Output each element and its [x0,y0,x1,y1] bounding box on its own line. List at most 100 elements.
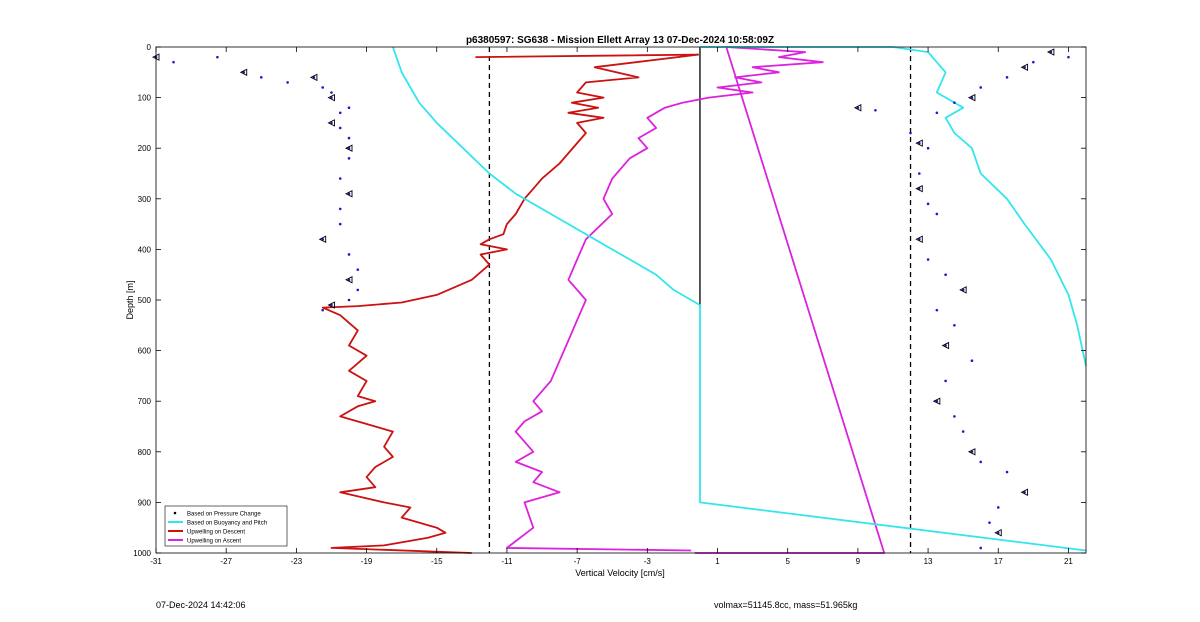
pressure-change-descent-point [347,136,351,140]
pressure-change-descent-point [172,60,175,64]
x-tick-label: 13 [924,557,933,566]
legend: Based on Pressure Change Based on Buoyanc… [164,505,288,547]
pressure-change-ascent-point [918,187,921,190]
pressure-change-descent-point [330,96,333,99]
pressure-change-ascent-point [944,273,947,277]
pressure-change-ascent-point [926,202,930,206]
pressure-change-descent-point [330,91,333,94]
pressure-change-ascent-point [996,506,1000,509]
y-tick-label: 800 [138,448,152,457]
plot-background [156,47,1086,553]
pressure-change-ascent-triangle-marker [1020,488,1029,497]
chart-title: p6380597: SG638 - Mission Ellett Array 1… [466,35,774,46]
pressure-change-ascent-point [988,521,991,524]
pressure-change-ascent-point [953,415,956,418]
pressure-change-ascent-point [1023,65,1026,69]
pressure-change-ascent-triangle-marker [959,286,967,294]
pressure-change-ascent-triangle-marker [941,341,950,350]
x-tick-label: 1 [715,557,720,566]
pressure-change-descent-triangle-marker [327,301,335,309]
legend-label: Upwelling on Descent [187,530,245,536]
plot-area [156,47,1086,553]
y-tick-label: 0 [147,43,152,52]
pressure-change-ascent-point [909,131,912,135]
pressure-change-descent-triangle-marker [345,190,353,198]
footer-timestamp: 07-Dec-2024 14:42:06 [156,600,246,610]
x-tick-label: -31 [150,557,162,566]
pressure-change-ascent-point [1023,490,1026,494]
pressure-change-descent-point [338,222,342,226]
pressure-change-descent-point [347,298,351,302]
marker-layer [151,48,1070,550]
x-tick-label: 9 [856,557,861,566]
x-tick-label: -23 [291,557,303,566]
pressure-change-ascent-point [1032,60,1035,64]
pressure-change-descent-triangle-marker [318,235,327,244]
pressure-change-descent-point [286,81,289,84]
series-line-upwelling-on-descent [321,53,700,554]
x-axis-label: Vertical Velocity [cm/s] [575,568,665,578]
x-tick-label: -3 [644,557,652,566]
legend-box [164,505,288,547]
x-tick-label: -15 [431,557,443,566]
pressure-change-ascent-triangle-marker [932,397,941,405]
y-tick-label: 600 [138,347,152,356]
legend-label: Based on Buoyancy and Pitch [187,521,267,527]
x-tick-label: 17 [994,557,1003,566]
y-tick-label: 200 [138,144,152,153]
pressure-change-ascent-point [979,86,983,89]
pressure-change-ascent-triangle-marker [853,103,862,112]
pressure-change-ascent-point [1005,470,1009,474]
pressure-change-ascent-point [918,141,921,145]
pressure-change-descent-point [338,177,342,180]
series-line-based-on-buoyancy-and-pitch [700,46,1087,366]
x-tick-label: 5 [785,557,790,566]
legend-swatch-dot [173,511,177,515]
pressure-change-ascent-point [926,146,930,150]
pressure-change-ascent-point [874,108,877,112]
pressure-change-descent-triangle-marker [309,73,318,82]
pressure-change-ascent-point [944,344,947,347]
pressure-change-ascent-point [970,359,974,363]
pressure-change-ascent-point [1049,50,1053,54]
pressure-change-ascent-triangle-marker [915,184,923,193]
y-tick-label: 100 [138,94,152,103]
pressure-change-ascent-point [979,546,983,550]
pressure-change-ascent-point [926,258,930,261]
series-line-based-on-buoyancy-and-pitch [392,46,1087,552]
pressure-change-ascent-point [979,460,983,464]
y-tick-label: 300 [138,195,152,204]
pressure-change-descent-triangle-marker [239,68,248,77]
pressure-change-descent-point [321,86,324,89]
pressure-change-ascent-point [935,111,939,115]
pressure-change-ascent-triangle-marker [915,235,923,244]
pressure-change-descent-point [347,157,351,160]
pressure-change-ascent-point [918,172,921,175]
pressure-change-descent-point [347,106,351,110]
pressure-change-descent-point [338,126,342,130]
pressure-change-ascent-triangle-marker [915,139,923,147]
pressure-change-descent-point [242,71,246,74]
pressure-change-descent-triangle-marker [327,119,335,127]
pressure-change-ascent-point [935,308,939,312]
pressure-change-descent-triangle-marker [345,276,353,284]
pressure-change-descent-point [356,268,360,271]
pressure-change-descent-point [330,121,333,125]
pressure-change-ascent-point [961,288,965,292]
pressure-change-descent-point [356,288,360,292]
pressure-change-ascent-point [944,379,947,383]
pressure-change-ascent-point [1005,76,1009,79]
legend-label: Based on Pressure Change [187,512,261,518]
pressure-change-ascent-triangle-marker [967,448,976,456]
pressure-change-ascent-point [918,237,921,241]
pressure-change-descent-point [321,237,324,241]
pressure-change-ascent-triangle-marker [967,93,976,102]
x-tick-label: -27 [220,557,232,566]
y-axis-label: Depth [m] [125,280,135,319]
pressure-change-ascent-point [970,96,974,99]
x-tick-label: -7 [574,557,582,566]
y-tick-label: 1000 [133,549,151,558]
y-tick-label: 500 [138,296,152,305]
x-tick-label: 21 [1064,557,1073,566]
